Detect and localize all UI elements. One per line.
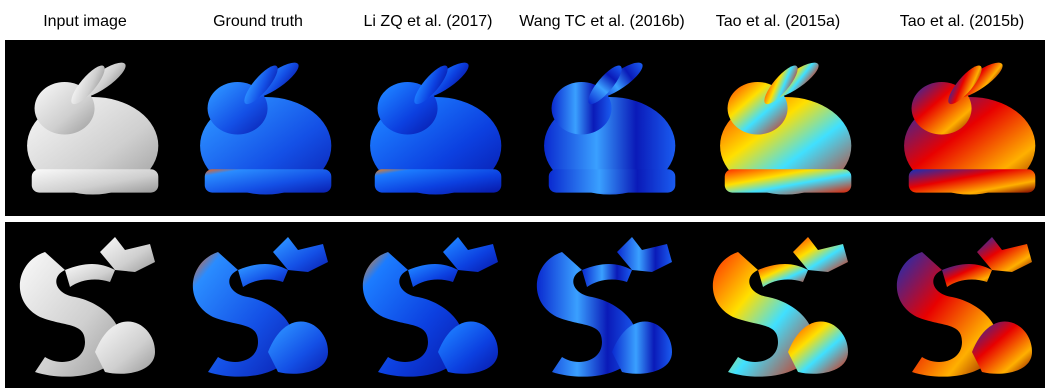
column-header: Ground truth (213, 13, 303, 30)
column-header: Wang TC et al. (2016b) (519, 13, 684, 30)
row-panel (5, 222, 1045, 388)
column-header: Tao et al. (2015a) (716, 13, 841, 30)
row-panel (5, 40, 1045, 216)
column-header: Li ZQ et al. (2017) (364, 13, 493, 30)
figure: Input image Ground truth Li ZQ et al. (201… (0, 0, 1048, 390)
column-header: Tao et al. (2015b) (900, 13, 1025, 30)
column-header: Input image (43, 13, 127, 30)
